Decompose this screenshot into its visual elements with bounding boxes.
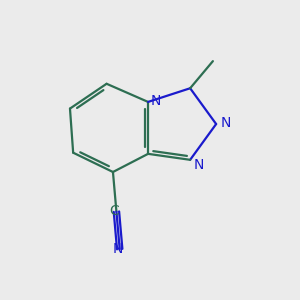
Text: C: C (110, 204, 119, 218)
Text: N: N (220, 116, 231, 130)
Text: N: N (112, 242, 123, 256)
Text: N: N (194, 158, 204, 172)
Text: N: N (151, 94, 161, 108)
